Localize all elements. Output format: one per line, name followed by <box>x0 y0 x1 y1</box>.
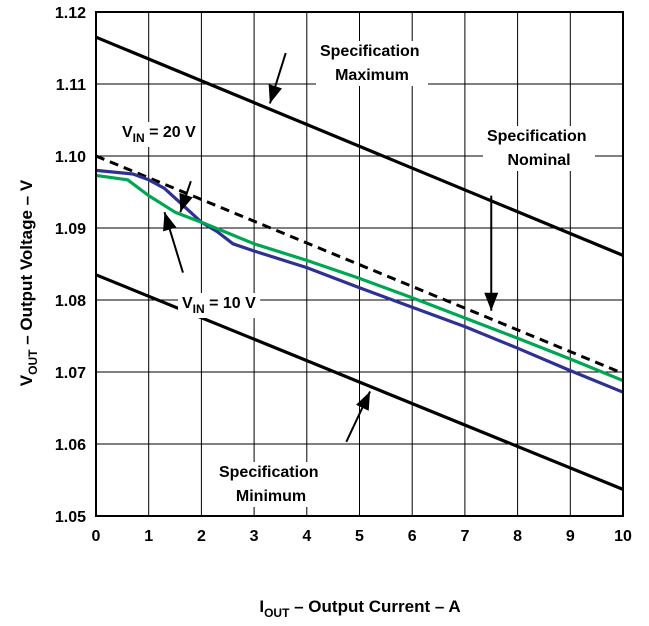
x-tick-labels: 0 1 2 3 4 5 6 7 8 9 10 <box>92 528 632 545</box>
y-tick-label: 1.11 <box>56 77 86 94</box>
vin20-arrow-head <box>179 192 193 213</box>
x-tick-label: 5 <box>355 528 364 545</box>
y-tick-label: 1.09 <box>55 221 86 238</box>
spec-nom-arrow-head <box>484 292 499 311</box>
y-tick-labels: 1.05 1.06 1.07 1.08 1.09 1.10 1.11 1.12 <box>55 5 86 526</box>
series-line-vin10 <box>95 173 624 383</box>
series-line-vin20 <box>95 168 624 394</box>
series-line-spec_nom <box>95 154 624 375</box>
annotation-background <box>315 41 429 86</box>
series-line-spec_max <box>95 35 624 257</box>
x-axis-label: IOUT – Output Current – A <box>259 597 460 620</box>
x-tick-label: 6 <box>408 528 417 545</box>
y-tick-label: 1.10 <box>55 149 86 166</box>
annotation-vin20: VIN = 20 V <box>122 124 196 145</box>
annotation-vin10: VIN = 10 V <box>182 295 256 316</box>
y-tick-label: 1.12 <box>55 5 86 22</box>
y-tick-label: 1.08 <box>55 293 86 310</box>
x-tick-label: 4 <box>302 528 311 545</box>
grid <box>96 12 623 516</box>
annotation-spec-max: Specification Maximum <box>320 43 424 84</box>
y-tick-label: 1.06 <box>55 437 86 454</box>
x-tick-label: 3 <box>250 528 259 545</box>
x-tick-label: 7 <box>460 528 469 545</box>
spec-max-arrow-head <box>268 84 282 104</box>
y-tick-label: 1.07 <box>55 365 86 382</box>
x-tick-label: 0 <box>92 528 101 545</box>
y-axis-label: VOUT – Output Voltage – V <box>17 179 40 386</box>
x-tick-label: 8 <box>513 528 522 545</box>
annotation-background <box>118 122 201 147</box>
annotation-background <box>482 126 596 171</box>
y-tick-label: 1.05 <box>55 509 86 526</box>
annotation-background <box>214 462 328 507</box>
x-tick-label: 10 <box>614 528 632 545</box>
annotation-spec-nom: Specification Nominal <box>487 128 591 169</box>
annotations-group <box>163 52 499 443</box>
x-tick-label: 1 <box>144 528 153 545</box>
annotation-spec-min: Specification Minimum <box>219 464 323 505</box>
annotation-background <box>178 293 261 318</box>
plot-frame <box>95 11 624 517</box>
x-tick-label: 9 <box>566 528 575 545</box>
vin10-arrow-head <box>163 212 177 232</box>
spec-min-arrow-head <box>356 391 371 411</box>
x-tick-label: 2 <box>197 528 206 545</box>
